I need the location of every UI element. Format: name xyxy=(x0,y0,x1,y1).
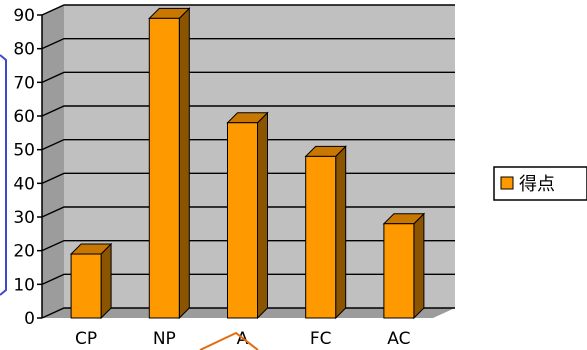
gridline xyxy=(41,4,455,16)
legend-swatch xyxy=(500,176,514,190)
bar-side xyxy=(335,145,347,320)
gridline xyxy=(41,105,455,117)
bar-cp xyxy=(69,242,113,320)
y-tick-label: 80 xyxy=(13,40,35,60)
gridline xyxy=(41,71,455,83)
bar-front xyxy=(227,122,258,319)
bar-side xyxy=(100,242,112,320)
y-tick-label: 70 xyxy=(13,73,35,93)
bar-np xyxy=(148,7,191,320)
bar-fc xyxy=(304,145,347,320)
y-axis xyxy=(37,14,43,319)
bar-ac xyxy=(382,212,426,320)
annotation-caret xyxy=(199,331,259,350)
y-tick-label: 40 xyxy=(13,174,35,194)
legend-box xyxy=(493,166,587,201)
y-tick-label: 0 xyxy=(24,309,35,329)
bar-front xyxy=(70,253,102,319)
side-wall xyxy=(42,5,64,318)
y-tick-label: 60 xyxy=(13,107,35,127)
legend: 得点 xyxy=(493,166,587,201)
x-tick-label: FC xyxy=(310,329,332,349)
legend-label: 得点 xyxy=(519,174,555,195)
bars xyxy=(69,7,426,320)
x-tick-labels: CP NP A FC AC xyxy=(75,329,410,349)
bar-side xyxy=(178,7,190,320)
x-tick-label: NP xyxy=(153,329,176,349)
gridline xyxy=(41,37,455,50)
bar-side xyxy=(257,111,268,320)
y-tick-label: 10 xyxy=(13,275,35,295)
bar-front xyxy=(148,17,180,319)
y-tick-label: 90 xyxy=(13,6,35,26)
x-tick-label: AC xyxy=(387,329,410,349)
bar-a xyxy=(226,111,269,320)
y-tick-label: 20 xyxy=(13,242,35,262)
y-tick-label: 50 xyxy=(13,141,35,161)
bar-front xyxy=(305,155,337,319)
y-tick-labels: 0 10 20 30 40 50 60 70 80 90 xyxy=(13,6,35,329)
bar-side xyxy=(413,212,425,320)
left-panel-border xyxy=(0,54,7,296)
gridline xyxy=(41,138,455,151)
bar-front xyxy=(383,223,415,319)
x-tick-label: CP xyxy=(75,329,97,349)
y-tick-label: 30 xyxy=(13,208,35,228)
